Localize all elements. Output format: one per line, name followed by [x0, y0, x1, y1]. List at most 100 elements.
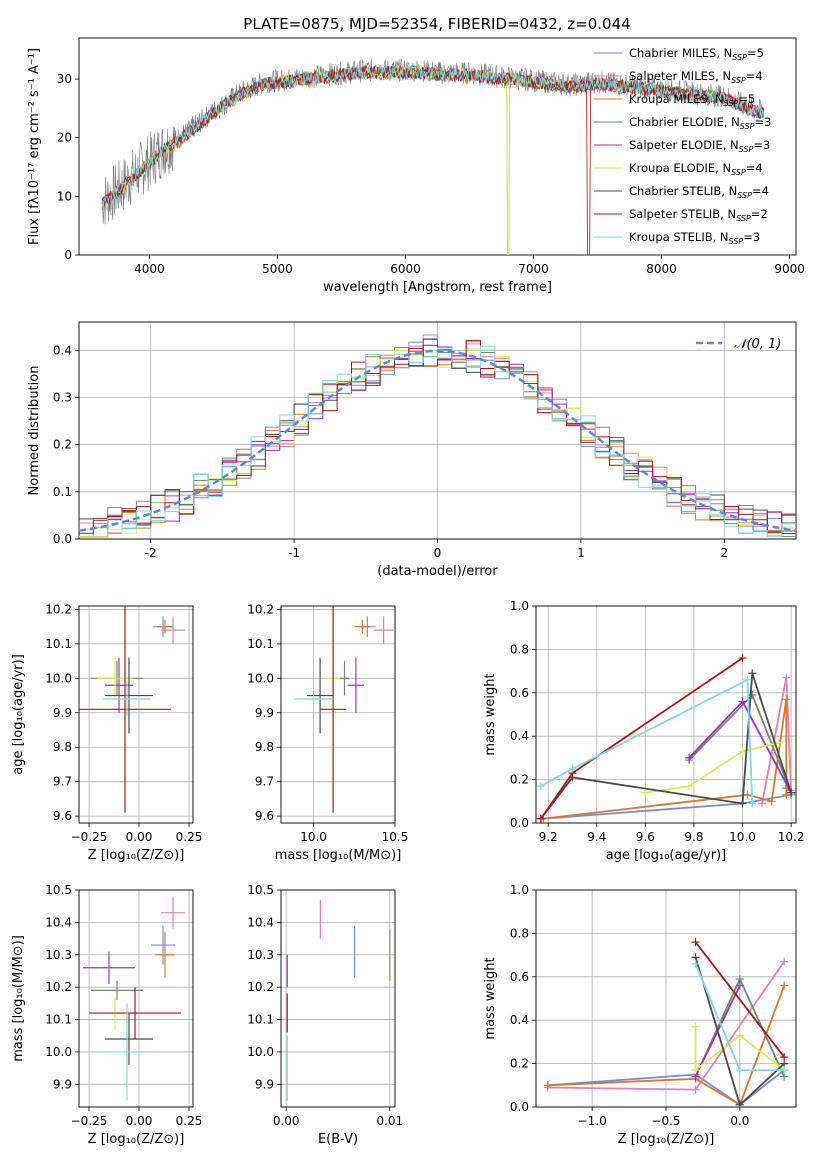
legend-label-chabrier_stelib: Chabrier STELIB, NSSP=4 — [629, 184, 769, 200]
x-tick-label: 2 — [720, 546, 728, 560]
y-tick-label: 0.6 — [510, 686, 529, 700]
legend-label-chabrier_elodie: Chabrier ELODIE, NSSP=3 — [629, 115, 771, 131]
y-tick-label: 10.4 — [45, 915, 72, 929]
x-tick-label: 8000 — [646, 262, 677, 276]
y-tick-label: 10.1 — [45, 637, 72, 651]
y-tick-label: 10.3 — [247, 948, 274, 962]
x-axis-label: age [log₁₀(age/yr)] — [606, 848, 727, 863]
age_vs_mass-panel: 10.0 10.5 9.6 9.7 9.8 9.9 10.0 10.1 10.2 mass [lo… — [247, 602, 408, 863]
weight_vs_age-marker-chabrier_stelib — [748, 669, 757, 678]
weight_vs_Z-panel: −1.0 −0.5 0.0 0.0 0.2 0.4 0.6 0.8 1.0 Z [log₁₀(Z/… — [483, 883, 797, 1147]
spectrum-panel: 4000 5000 6000 7000 8000 9000 0 10 20 30 wavelengt… — [27, 37, 805, 295]
x-tick-label: 9.4 — [587, 830, 606, 844]
weight_vs_age-marker-kroupa_miles — [767, 797, 776, 806]
y-tick-label: 10.3 — [45, 948, 72, 962]
weight_vs_age-line-salpeter_stelib — [540, 657, 744, 820]
y-tick-label: 0.0 — [510, 1100, 529, 1114]
plot-frame — [78, 605, 194, 824]
y-axis-label: Flux [fλ10⁻¹⁷ erg cm⁻² s⁻¹ A⁻¹] — [27, 48, 42, 245]
weight_vs_age-marker-kroupa_miles — [782, 790, 791, 799]
y-tick-label: 9.8 — [255, 740, 274, 754]
weight_vs_Z-line-kroupa_elodie — [694, 1026, 785, 1072]
y-tick-label: 0.8 — [510, 926, 529, 940]
y-tick-label: 10.2 — [247, 980, 274, 994]
x-tick-label: 6000 — [390, 262, 421, 276]
weight_vs_age-marker-kroupa_stelib — [748, 799, 757, 808]
weight_vs_Z-marker-kroupa_stelib — [691, 959, 700, 968]
x-tick-label: -1 — [288, 546, 300, 560]
y-tick-label: 10.0 — [247, 1045, 274, 1059]
x-tick-label: 10.0 — [729, 830, 756, 844]
y-tick-label: 1.0 — [510, 883, 529, 897]
weight_vs_Z-line-chabrier_miles — [547, 1069, 785, 1106]
y-tick-label: 9.6 — [53, 809, 72, 823]
y-tick-label: 1.0 — [510, 599, 529, 613]
weight_vs_age-line-kroupa_stelib — [540, 678, 754, 804]
weight_vs_age-marker-salpeter_miles — [782, 673, 791, 682]
y-tick-label: 9.7 — [255, 775, 274, 789]
weight_vs_age-marker-chabrier_stelib — [738, 799, 747, 808]
y-tick-label: 0.2 — [510, 1057, 529, 1071]
y-tick-label: 0.4 — [510, 729, 529, 743]
weight_vs_age-marker-kroupa_stelib — [743, 675, 752, 684]
weight_vs_age-marker-kroupa_elodie — [738, 747, 747, 756]
weight_vs_Z-marker-kroupa_stelib — [735, 1066, 744, 1075]
legend-label-salpeter_miles: Salpeter MILES, NSSP=4 — [629, 69, 763, 85]
legend-label-salpeter_elodie: Salpeter ELODIE, NSSP=3 — [629, 138, 770, 154]
weight_vs_age-marker-kroupa_elodie — [774, 738, 783, 747]
y-tick-label: 30 — [57, 72, 72, 86]
mass_vs_Z-panel: −0.25 0.00 0.25 9.9 10.0 10.1 10.2 10.3 10.4 10.5… — [11, 883, 202, 1147]
y-tick-label: 10.0 — [45, 1045, 72, 1059]
weight_vs_age-marker-salpeter_stelib — [536, 814, 545, 823]
x-tick-label: 9.6 — [636, 830, 655, 844]
x-tick-label: 9000 — [774, 262, 805, 276]
y-tick-label: 0.2 — [53, 438, 72, 452]
legend-label-kroupa_miles: Kroupa MILES, NSSP=5 — [629, 92, 755, 108]
weight_vs_Z-marker-kroupa_stelib — [780, 1066, 789, 1075]
y-tick-label: 10.2 — [45, 602, 72, 616]
spectrum-model-line-salpeter_stelib — [101, 65, 765, 255]
residuals-panel: -2 -1 0 1 2 0.0 0.1 0.2 0.3 0.4 (data-model)/error… — [27, 321, 797, 579]
weight_vs_Z-marker-kroupa_elodie — [735, 1031, 744, 1040]
y-tick-label: 10.2 — [45, 980, 72, 994]
weight_vs_Z-marker-kroupa_elodie — [691, 1022, 700, 1031]
weight_vs_Z-line-salpeter_stelib — [694, 941, 785, 1058]
weight_vs_Z-marker-chabrier_stelib — [735, 1100, 744, 1109]
plot-frame — [280, 889, 396, 1108]
y-tick-label: 9.9 — [53, 706, 72, 720]
x-tick-label: 5000 — [262, 262, 293, 276]
normal-legend-label: 𝒩(0, 1) — [734, 337, 781, 352]
y-tick-label: 10.1 — [45, 1013, 72, 1027]
x-tick-label: 9.2 — [539, 830, 558, 844]
y-tick-label: 0.1 — [53, 485, 72, 499]
plot-frame — [78, 321, 797, 540]
x-tick-label: 4000 — [134, 262, 165, 276]
y-tick-label: 10.5 — [247, 883, 274, 897]
y-tick-label: 10.1 — [247, 637, 274, 651]
x-tick-label: 10.2 — [778, 830, 805, 844]
plot-frame — [280, 605, 396, 824]
y-axis-label: Normed distribution — [27, 366, 42, 496]
weight_vs_Z-marker-kroupa_miles — [780, 981, 789, 990]
normal-curve — [78, 349, 797, 532]
y-tick-label: 9.6 — [255, 809, 274, 823]
spectrum-model-line-kroupa_stelib — [101, 64, 765, 210]
weight_vs_age-marker-kroupa_miles — [743, 790, 752, 799]
y-axis-label: mass weight — [483, 673, 498, 755]
y-axis-label: age [log₁₀(age/yr)] — [11, 654, 26, 775]
y-tick-label: 0.8 — [510, 642, 529, 656]
x-axis-label: Z [log₁₀(Z/Z⊙)] — [618, 1132, 715, 1147]
x-axis-label: E(B-V) — [318, 1132, 358, 1147]
weight_vs_Z-marker-salpeter_stelib — [691, 938, 700, 947]
y-tick-label: 9.8 — [53, 740, 72, 754]
y-tick-label: 0.6 — [510, 970, 529, 984]
weight_vs_Z-line-kroupa_miles — [547, 985, 786, 1107]
y-axis-label: mass [log₁₀(M/M⊙)] — [11, 935, 26, 1062]
weight_vs_age-marker-kroupa_elodie — [685, 782, 694, 791]
legend-label-kroupa_elodie: Kroupa ELODIE, NSSP=4 — [629, 161, 763, 177]
weight_vs_age-panel: 9.2 9.4 9.6 9.8 10.0 10.2 0.0 0.2 0.4 0.6 0.8 1.0 ag… — [483, 599, 804, 863]
plot-frame — [535, 889, 797, 1108]
y-tick-label: 0.3 — [53, 390, 72, 404]
x-tick-label: -2 — [145, 546, 157, 560]
y-tick-label: 9.9 — [255, 1077, 274, 1091]
